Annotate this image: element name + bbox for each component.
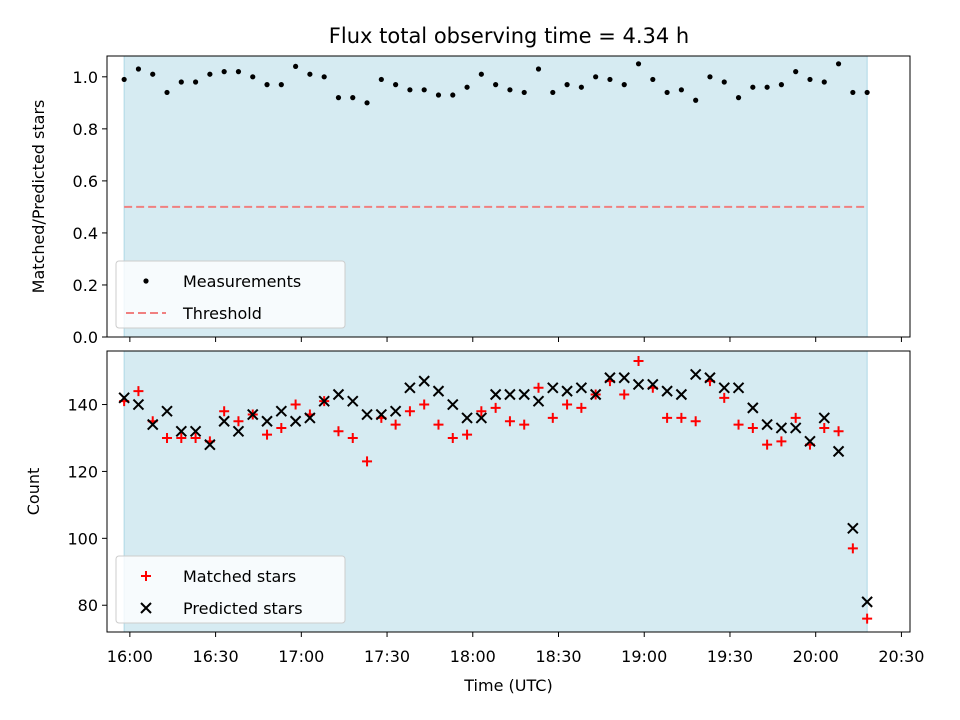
x-tick-label: 17:00	[278, 647, 324, 666]
measurement-point	[507, 87, 512, 92]
measurement-point	[779, 82, 784, 87]
measurement-point	[193, 79, 198, 84]
measurement-point	[264, 82, 269, 87]
measurement-point	[479, 72, 484, 77]
measurement-point	[293, 64, 298, 69]
x-tick-label: 20:00	[793, 647, 839, 666]
measurement-point	[179, 79, 184, 84]
measurement-point	[736, 95, 741, 100]
measurement-point	[436, 92, 441, 97]
measurement-point	[393, 82, 398, 87]
x-tick-label: 17:30	[364, 647, 410, 666]
measurement-point	[150, 72, 155, 77]
measurement-point	[865, 90, 870, 95]
measurement-point	[579, 85, 584, 90]
measurement-point	[422, 87, 427, 92]
x-tick-label: 20:30	[878, 647, 924, 666]
y-tick-label: 0.2	[73, 276, 98, 295]
measurement-point	[636, 61, 641, 66]
measurement-point	[407, 87, 412, 92]
measurement-point	[122, 77, 127, 82]
legend-label: Measurements	[183, 272, 301, 291]
measurement-point	[207, 72, 212, 77]
measurement-point	[236, 69, 241, 74]
measurement-point	[136, 66, 141, 71]
measurement-point	[450, 92, 455, 97]
y-tick-label: 0.4	[73, 224, 98, 243]
measurement-point	[522, 90, 527, 95]
x-tick-label: 19:00	[621, 647, 667, 666]
measurement-point	[650, 77, 655, 82]
y-axis-label: Count	[24, 468, 43, 516]
measurement-point	[807, 77, 812, 82]
y-tick-label: 80	[78, 596, 98, 615]
measurement-point	[536, 66, 541, 71]
measurement-point	[564, 82, 569, 87]
measurement-point	[765, 85, 770, 90]
measurement-point	[307, 72, 312, 77]
measurement-point	[836, 61, 841, 66]
measurement-point	[707, 74, 712, 79]
measurement-point	[222, 69, 227, 74]
measurement-point	[550, 90, 555, 95]
legend-label: Predicted stars	[183, 599, 303, 618]
top-panel-ratio: 0.0 0.2 0.4 0.6 0.8 1.0 Matched/Predicted star…	[29, 56, 910, 347]
measurement-point	[607, 77, 612, 82]
measurement-point	[164, 90, 169, 95]
y-tick-label: 0.8	[73, 120, 98, 139]
chart-title: Flux total observing time = 4.34 h	[329, 24, 689, 48]
measurement-point	[793, 69, 798, 74]
y-tick-label: 140	[67, 396, 98, 415]
measurement-point	[622, 82, 627, 87]
y-tick-label: 0.6	[73, 172, 98, 191]
y-tick-label: 0.0	[73, 328, 98, 347]
measurement-point	[364, 100, 369, 105]
legend-label: Matched stars	[183, 567, 296, 586]
x-tick-label: 18:00	[450, 647, 496, 666]
measurement-point	[379, 77, 384, 82]
measurement-point	[850, 90, 855, 95]
x-axis-label: Time (UTC)	[463, 676, 552, 695]
measurement-point	[822, 79, 827, 84]
measurement-point	[722, 79, 727, 84]
y-tick-label: 120	[67, 462, 98, 481]
bottom-panel-counts: 80 100 120 140 16:00 16:30 17:00 17:30 18:00 18:3…	[24, 351, 924, 695]
y-tick-label: 100	[67, 529, 98, 548]
y-tick-label: 1.0	[73, 68, 98, 87]
measurement-point	[350, 95, 355, 100]
measurement-point	[464, 85, 469, 90]
figure: Flux total observing time = 4.34 h 0.00.…	[0, 0, 960, 720]
x-tick-label: 19:30	[707, 647, 753, 666]
measurement-point	[279, 82, 284, 87]
measurement-point	[693, 98, 698, 103]
x-tick-label: 16:30	[193, 647, 239, 666]
measurement-point	[664, 90, 669, 95]
measurement-point	[679, 87, 684, 92]
measurement-point	[250, 74, 255, 79]
measurement-point	[593, 74, 598, 79]
measurement-point	[493, 82, 498, 87]
measurement-point	[322, 74, 327, 79]
measurement-point	[750, 85, 755, 90]
legend-marker-measurements	[143, 278, 148, 283]
measurement-point	[336, 95, 341, 100]
x-tick-label: 18:30	[535, 647, 581, 666]
legend-label: Threshold	[182, 304, 262, 323]
x-tick-label: 16:00	[107, 647, 153, 666]
y-axis-label: Matched/Predicted stars	[29, 100, 48, 294]
